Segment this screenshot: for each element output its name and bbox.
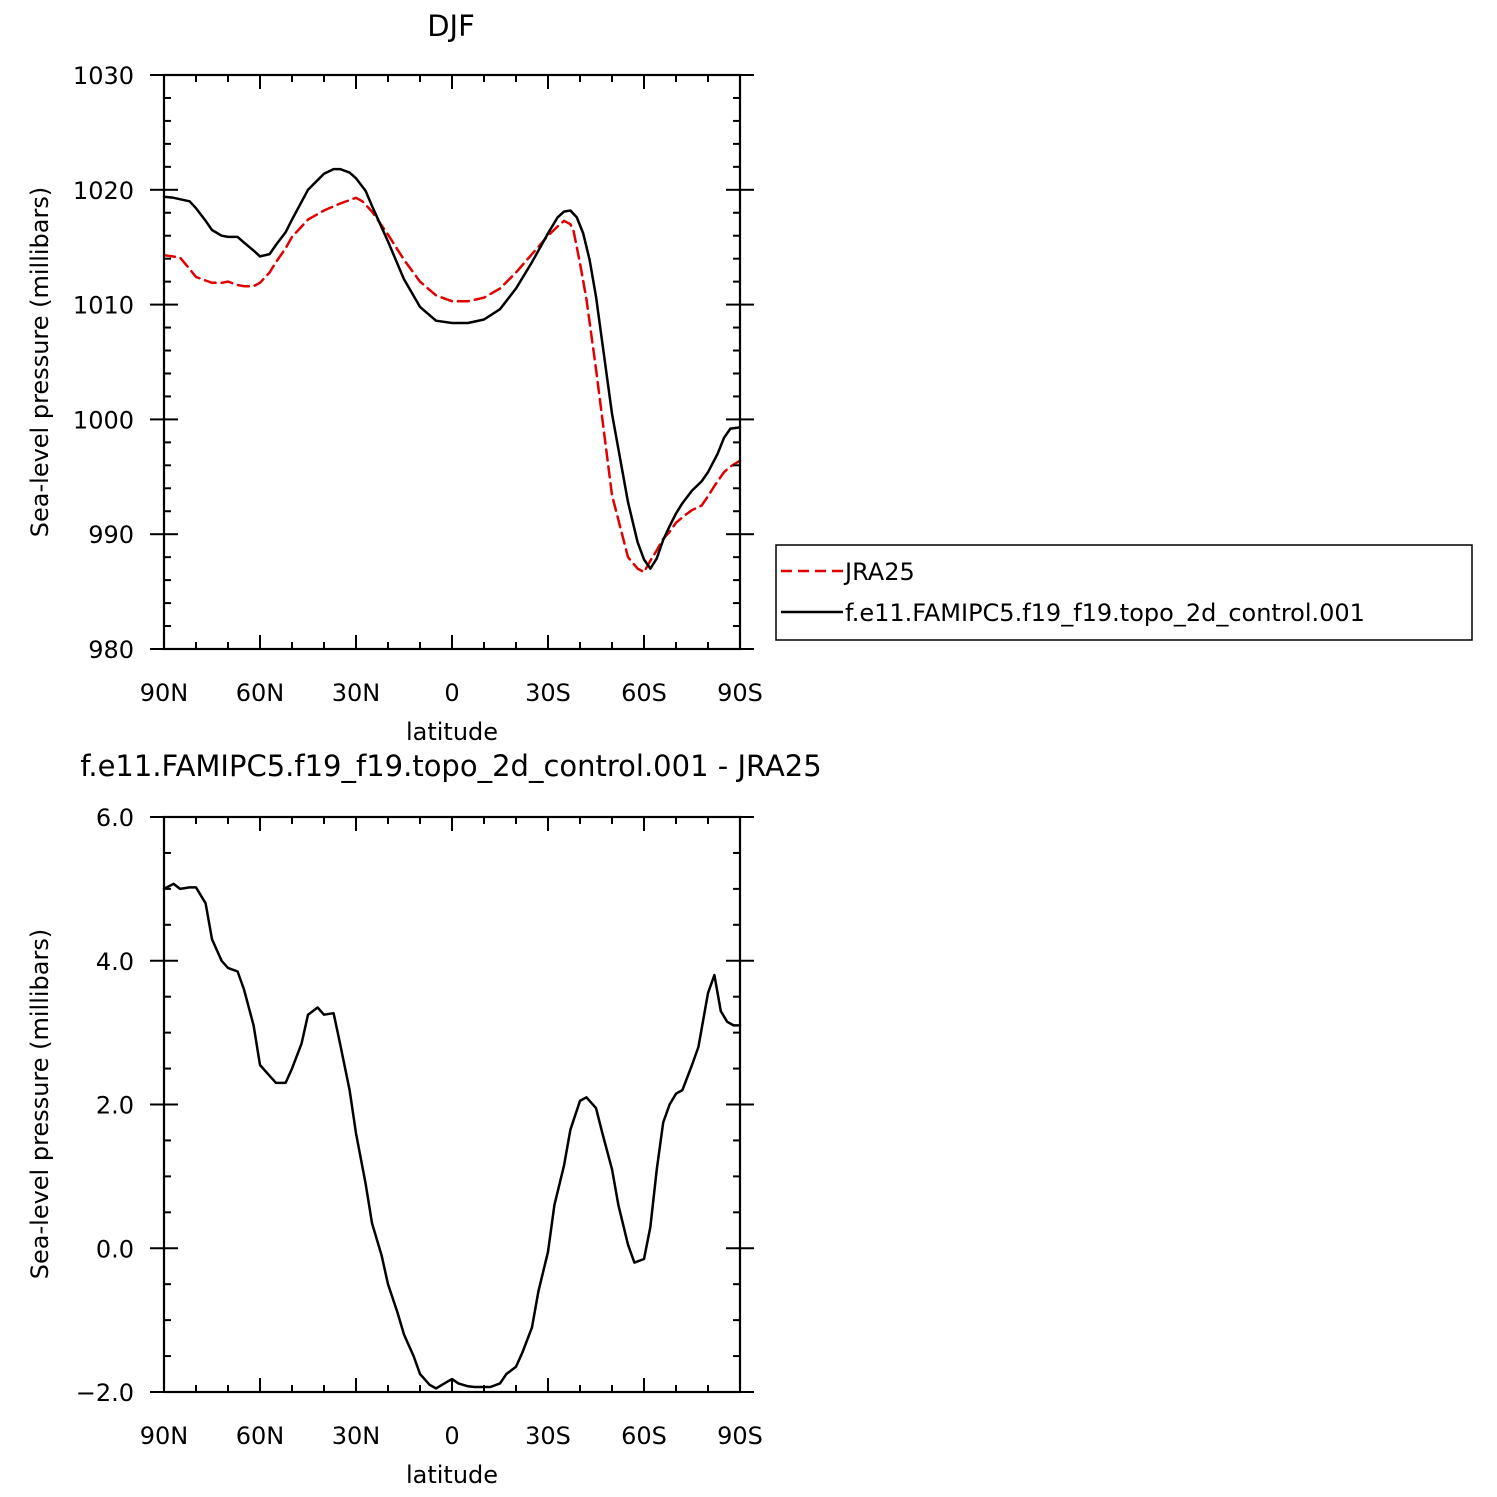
- top-y-tick-label: 1030: [73, 62, 134, 90]
- top-x-axis-title: latitude: [406, 718, 498, 746]
- top-series-layer: [162, 167, 742, 574]
- bottom-x-tick-label: 30N: [332, 1422, 381, 1450]
- top-x-tick-label: 30N: [332, 679, 381, 707]
- bottom-y-tick-label: 0.0: [96, 1235, 134, 1263]
- top-y-tick-label: 1020: [73, 177, 134, 205]
- top-x-tick-label: 90S: [717, 679, 763, 707]
- top-y-tick-labels: 980 990 1000 1010 1020 1030: [73, 62, 134, 664]
- top-x-tick-label: 60N: [236, 679, 285, 707]
- bottom-x-tick-labels: 90N 60N 30N 0 30S 60S 90S: [140, 1422, 763, 1450]
- bottom-x-tick-label: 60N: [236, 1422, 285, 1450]
- bottom-chart-title: f.e11.FAMIPC5.f19_f19.topo_2d_control.00…: [80, 749, 821, 783]
- bottom-y-axis-title: Sea-level pressure (millibars): [26, 929, 54, 1279]
- top-ticks: [150, 74, 754, 650]
- legend-label-jra25: JRA25: [843, 558, 915, 586]
- bottom-y-tick-label: 6.0: [96, 804, 134, 832]
- top-y-tick-label: 980: [88, 636, 134, 664]
- top-y-tick-label: 1000: [73, 406, 134, 434]
- bottom-plot-frame: [162, 815, 742, 1394]
- top-x-tick-label: 90N: [140, 679, 189, 707]
- bottom-series-line-0: [162, 882, 742, 1390]
- top-x-tick-label: 30S: [525, 679, 571, 707]
- bottom-x-axis-title: latitude: [406, 1461, 498, 1489]
- bottom-ticks: [150, 816, 754, 1393]
- bottom-x-tick-label: 60S: [621, 1422, 667, 1450]
- bottom-x-tick-label: 0: [444, 1422, 459, 1450]
- legend-box: [775, 544, 1473, 641]
- top-x-tick-label: 60S: [621, 679, 667, 707]
- top-series-line-1: [162, 167, 742, 570]
- top-series-line-0: [162, 196, 742, 574]
- bottom-x-tick-label: 30S: [525, 1422, 571, 1450]
- bottom-x-tick-label: 90N: [140, 1422, 189, 1450]
- bottom-y-tick-label: 2.0: [96, 1092, 134, 1120]
- bottom-y-tick-labels: −2.0 0.0 2.0 4.0 6.0: [76, 804, 134, 1407]
- bottom-series-layer: [162, 882, 742, 1390]
- top-x-tick-labels: 90N 60N 30N 0 30S 60S 90S: [140, 679, 763, 707]
- bottom-y-tick-label: 4.0: [96, 948, 134, 976]
- top-y-tick-label: 990: [88, 521, 134, 549]
- bottom-x-tick-label: 90S: [717, 1422, 763, 1450]
- legend-label-model: f.e11.FAMIPC5.f19_f19.topo_2d_control.00…: [845, 599, 1365, 627]
- top-chart-title: DJF: [427, 9, 475, 43]
- bottom-panel: f.e11.FAMIPC5.f19_f19.topo_2d_control.00…: [26, 749, 822, 1489]
- bottom-y-tick-label: −2.0: [76, 1379, 134, 1407]
- top-y-tick-label: 1010: [73, 292, 134, 320]
- top-panel: DJF 90N 60N 30N 0 30S 60S 90S 980 990 1000 1010 10…: [26, 9, 763, 746]
- top-y-axis-title: Sea-level pressure (millibars): [26, 187, 54, 537]
- top-x-tick-label: 0: [444, 679, 459, 707]
- legend: JRA25 f.e11.FAMIPC5.f19_f19.topo_2d_cont…: [775, 544, 1473, 641]
